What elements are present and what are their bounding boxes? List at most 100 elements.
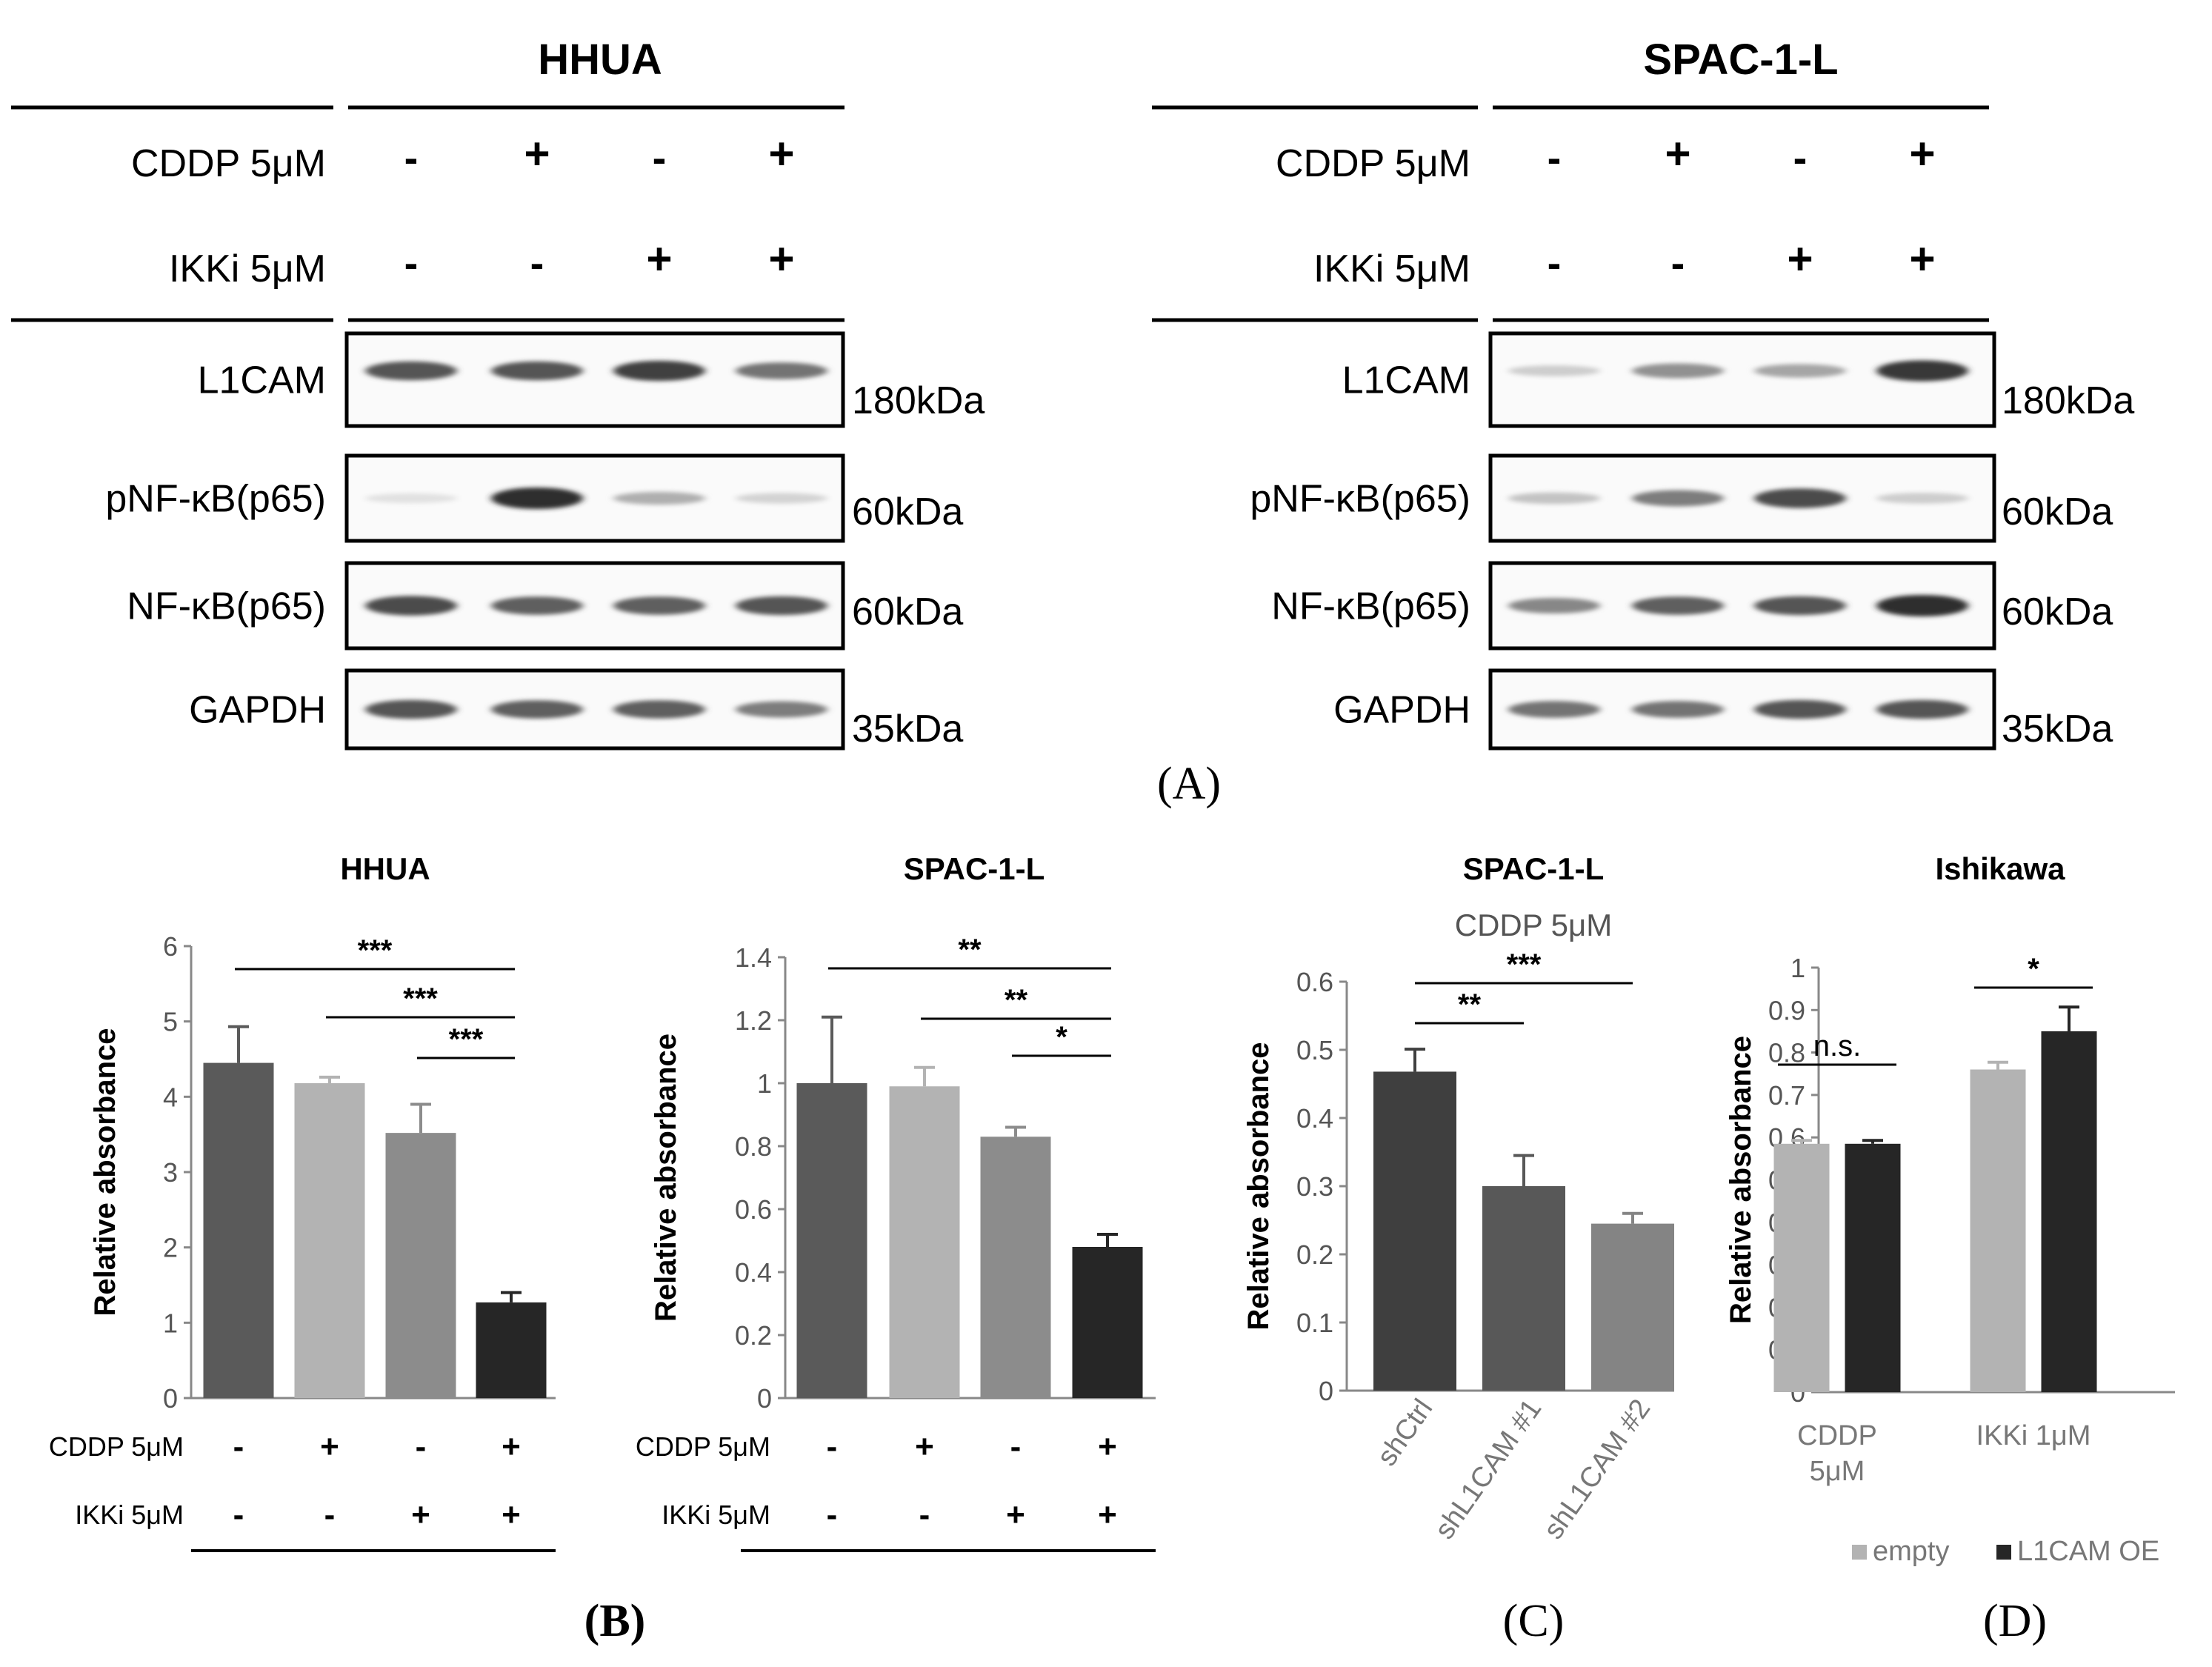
y-tick-label: 1	[1790, 953, 1805, 983]
treatment-label: IKKi 5μM	[1313, 247, 1470, 290]
chart-title: SPAC-1-L	[904, 851, 1045, 886]
treatment-sign: +	[1787, 234, 1813, 284]
bar	[203, 1062, 274, 1398]
condition-label: IKKi 5μM	[75, 1500, 184, 1530]
condition-sign: +	[1098, 1428, 1117, 1465]
band	[1754, 364, 1846, 378]
blot-0: HHUA CDDP 5μM - + - + IKKi 5μM - - + + L1CAM 180kDa p…	[11, 36, 985, 751]
marker-label: 60kDa	[2002, 490, 2113, 533]
significance-label: **	[958, 934, 982, 966]
blot-box	[344, 331, 845, 428]
category-label: shL1CAM #1	[1429, 1394, 1548, 1545]
category-label: shL1CAM #2	[1538, 1394, 1656, 1545]
marker-label: 60kDa	[852, 490, 963, 533]
treatment-label: IKKi 5μM	[169, 247, 326, 290]
band	[365, 493, 457, 503]
band	[491, 700, 583, 719]
condition-sign: -	[827, 1497, 838, 1533]
y-tick-label: 0.3	[1296, 1171, 1333, 1202]
bar	[1072, 1247, 1143, 1398]
blot-title: HHUA	[538, 36, 662, 84]
band	[613, 491, 705, 505]
treatment-label: CDDP 5μM	[131, 142, 326, 185]
condition-sign: +	[1098, 1497, 1117, 1533]
treatment-sign: +	[524, 129, 550, 179]
bar	[1845, 1143, 1901, 1392]
panel-label-b: (B)	[584, 1596, 646, 1646]
protein-label: L1CAM	[1342, 359, 1470, 402]
band	[1876, 594, 1968, 617]
legend-swatch	[1852, 1545, 1867, 1560]
treatment-label: CDDP 5μM	[1276, 142, 1470, 185]
protein-label: pNF-κB(p65)	[105, 478, 326, 521]
marker-label: 35kDa	[2002, 708, 2113, 751]
condition-sign: -	[1010, 1428, 1022, 1465]
panel-label-c: (C)	[1503, 1596, 1565, 1646]
significance-label: *	[2028, 953, 2039, 985]
category-label: CDDP	[1797, 1420, 1877, 1451]
band	[1754, 488, 1846, 508]
y-tick-label: 0.7	[1768, 1080, 1805, 1111]
legend-swatch	[1996, 1545, 2011, 1560]
y-tick-label: 1.2	[735, 1005, 772, 1036]
treatment-sign: -	[404, 134, 419, 181]
y-tick-label: 0.8	[1768, 1038, 1805, 1068]
y-tick-label: 1	[163, 1308, 178, 1338]
chart-subtitle: CDDP 5μM	[1455, 908, 1612, 942]
y-tick-label: 0.4	[735, 1257, 772, 1288]
significance-label: ***	[358, 934, 393, 967]
bar	[476, 1302, 547, 1398]
condition-sign: -	[324, 1497, 336, 1533]
treatment-sign: -	[1548, 239, 1562, 286]
condition-sign: +	[1006, 1497, 1025, 1533]
band	[1508, 701, 1600, 718]
band	[736, 362, 827, 379]
significance-label: **	[1458, 988, 1482, 1021]
chart-1: SPAC-1-L 0 0.2 0.4 0.6 0.8 1 1.2 1.4 Relative abs…	[636, 851, 1156, 1552]
significance-label: *	[1056, 1021, 1067, 1054]
y-tick-label: 0.9	[1768, 995, 1805, 1025]
y-tick-label: 1.4	[735, 942, 772, 973]
treatment-sign: -	[1548, 134, 1562, 181]
protein-label: pNF-κB(p65)	[1250, 478, 1470, 521]
y-tick-label: 0.2	[735, 1320, 772, 1351]
bar	[1970, 1069, 2026, 1392]
y-tick-label: 0.4	[1296, 1103, 1333, 1134]
band	[1632, 490, 1724, 507]
marker-label: 60kDa	[2002, 590, 2113, 633]
condition-sign: -	[233, 1428, 244, 1465]
y-tick-label: 1	[757, 1068, 772, 1099]
condition-sign: -	[919, 1497, 930, 1533]
chart-title: Ishikawa	[1935, 851, 2065, 886]
bar	[889, 1086, 960, 1398]
treatment-sign: -	[404, 239, 419, 286]
category-label: IKKi 1μM	[1976, 1420, 2091, 1451]
blot-title: SPAC-1-L	[1643, 36, 1838, 84]
band	[1754, 596, 1846, 616]
panel-label-a: (A)	[1157, 759, 1221, 809]
marker-label: 60kDa	[852, 590, 963, 633]
bar	[796, 1083, 867, 1398]
treatment-sign: +	[768, 234, 794, 284]
protein-label: GAPDH	[1333, 689, 1470, 732]
band	[1876, 360, 1968, 382]
y-axis-label: Relative absorbance	[1242, 1042, 1275, 1330]
treatment-sign: +	[1665, 129, 1690, 179]
chart-3: Ishikawa00.10.20.30.40.50.60.70.80.91Rel…	[1725, 851, 2175, 1567]
bar	[2041, 1031, 2097, 1392]
protein-label: GAPDH	[189, 689, 326, 732]
bar	[1773, 1143, 1830, 1392]
blot-box	[1488, 331, 1996, 428]
chart-2: SPAC-1-L CDDP 5μM 0 0.1 0.2 0.3 0.4 0.5 0.6 Relat…	[1242, 851, 1674, 1545]
band	[1876, 493, 1968, 504]
condition-sign: +	[502, 1428, 521, 1465]
y-axis-label: Relative absorbance	[1725, 1036, 1757, 1324]
chart-0: HHUA 0 1 2 3 4 5 6 Relative absorbance *** *** *** C…	[49, 851, 556, 1552]
band	[365, 361, 457, 381]
y-tick-label: 0	[163, 1383, 178, 1414]
condition-sign: -	[827, 1428, 838, 1465]
band	[1754, 699, 1846, 719]
condition-sign: +	[915, 1428, 934, 1465]
band	[1632, 701, 1724, 718]
y-tick-label: 0.5	[1296, 1035, 1333, 1065]
